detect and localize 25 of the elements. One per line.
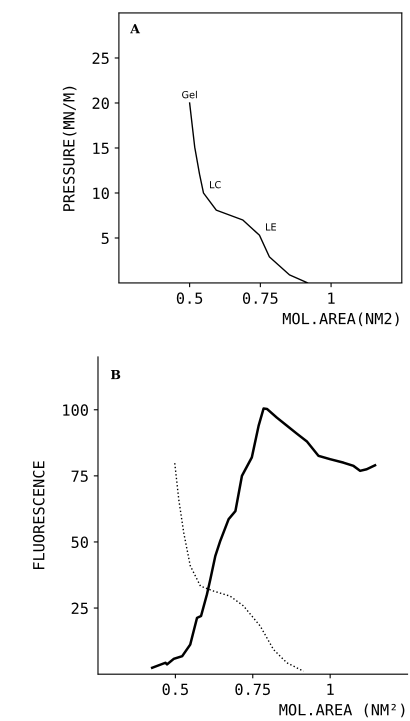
- x-tick-label: 1: [328, 292, 335, 304]
- y-tick-label: 10: [93, 187, 109, 200]
- y-tick-label: 50: [72, 536, 88, 548]
- y-tick-label: 5: [102, 232, 109, 244]
- x-tick-label: 1: [327, 684, 334, 695]
- x-axis-title: MOL.AREA (NM²): [279, 704, 404, 718]
- y-tick-label: 100: [63, 404, 88, 416]
- x-tick-label: 0.75: [242, 292, 278, 304]
- x-tick-label: 0.5: [162, 684, 188, 696]
- text: B: [110, 370, 120, 380]
- y-axis-title: FLUORESCENCE: [32, 461, 45, 569]
- annotation: Gel: [182, 90, 197, 98]
- y-tick-label: 15: [93, 142, 109, 154]
- x-tick-label: 0.75: [235, 684, 270, 696]
- y-tick-label: 20: [92, 97, 109, 110]
- x-axis-title: MOL.AREA(NM2): [282, 312, 399, 326]
- y-tick-label: 25: [92, 52, 109, 64]
- y-tick-label: 75: [72, 470, 88, 482]
- text: A: [130, 24, 140, 34]
- y-axis-title: PRESSURE(MN/M): [62, 86, 76, 211]
- y-tick-label: 25: [72, 602, 88, 614]
- annotation: LE: [266, 223, 276, 230]
- annotation: LC: [210, 180, 221, 188]
- x-tick-label: 0.5: [176, 292, 202, 304]
- line-series: [150, 407, 376, 670]
